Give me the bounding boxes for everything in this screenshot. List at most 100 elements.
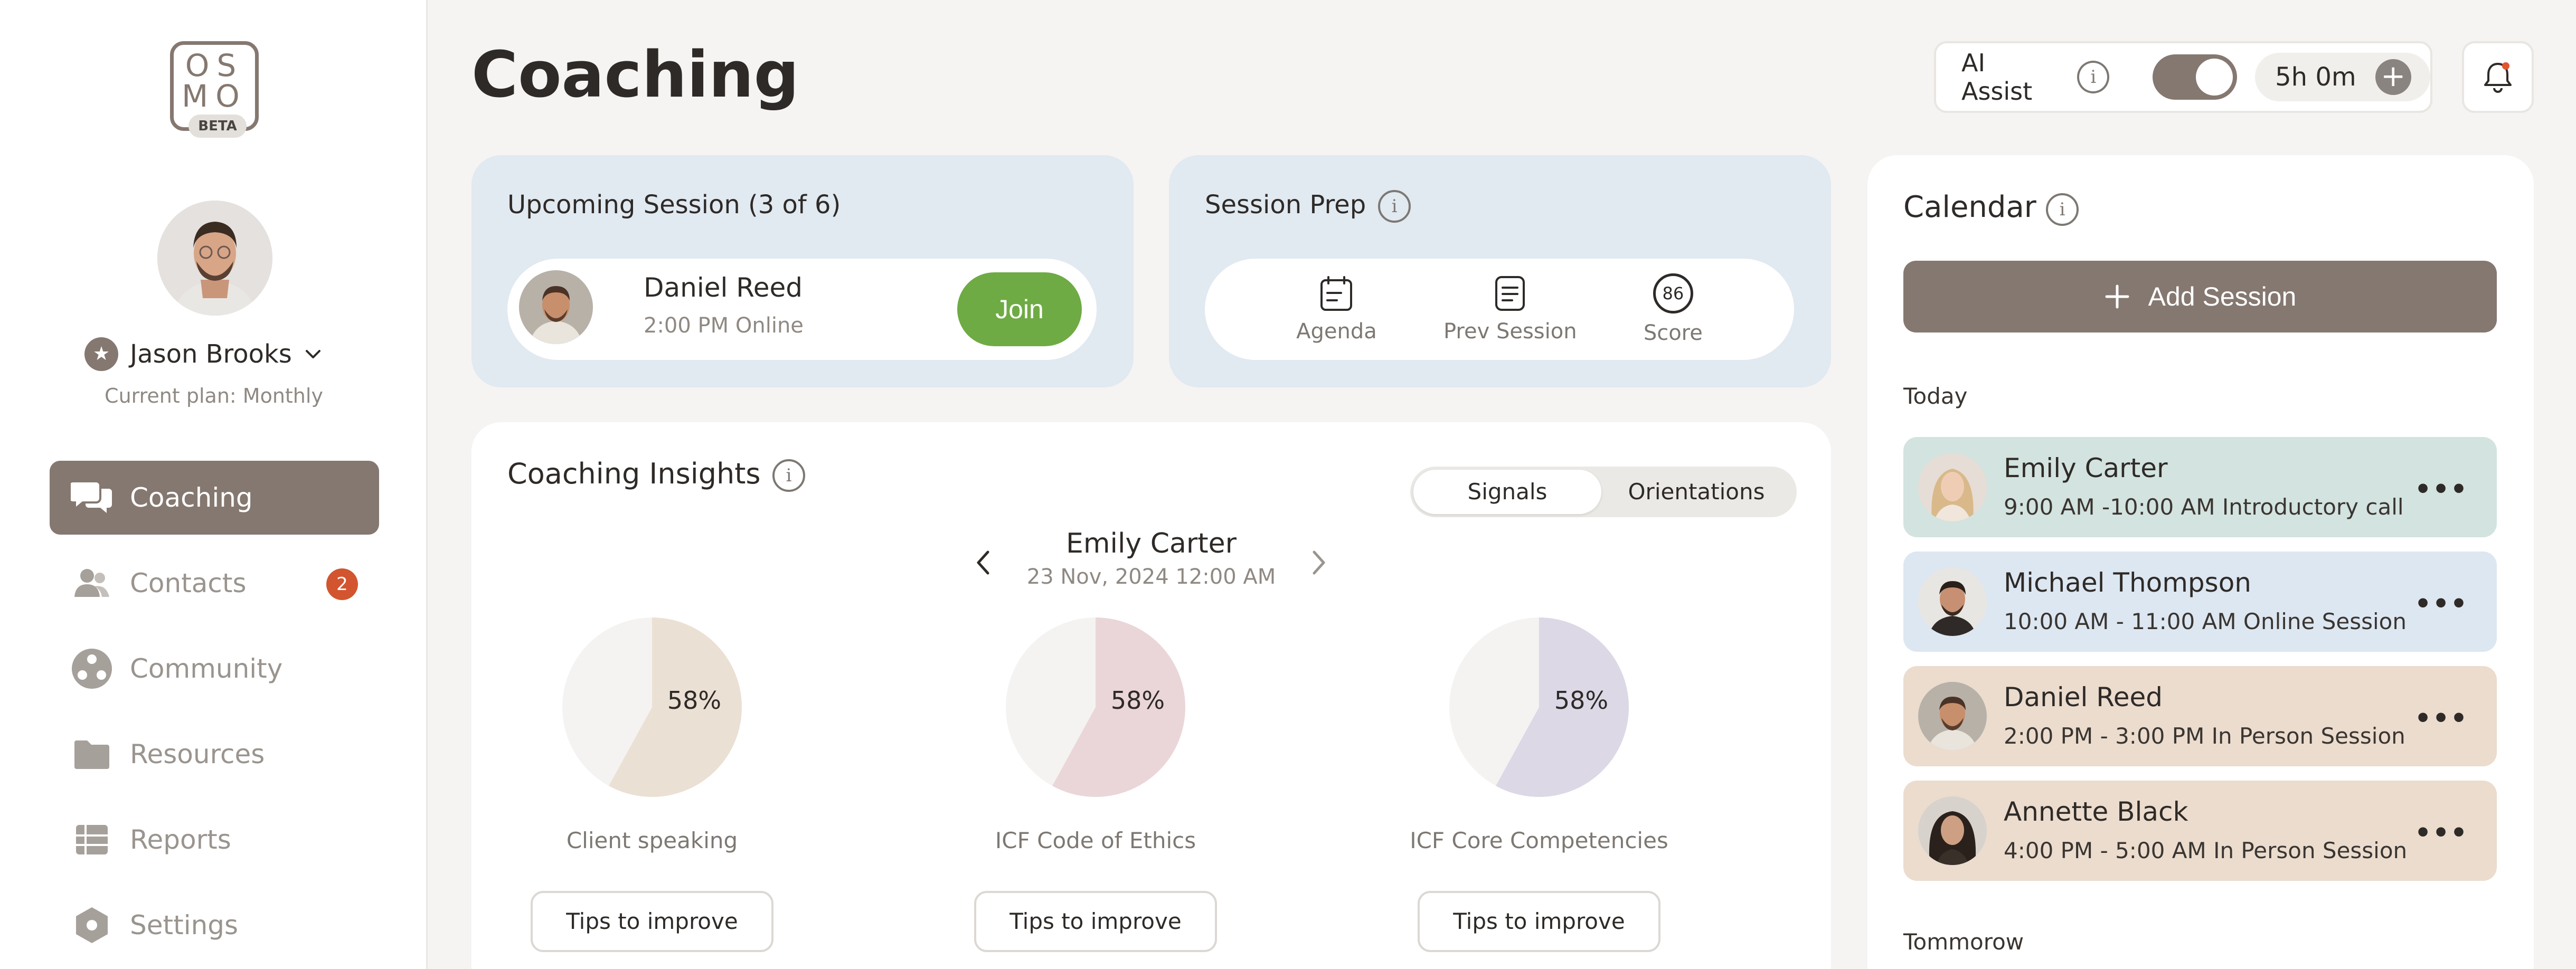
sidebar-item-coaching[interactable]: Coaching (50, 461, 379, 535)
pie-label: ICF Core Competencies (1410, 828, 1668, 853)
calendar-event[interactable]: Annette Black 4:00 PM - 5:00 AM In Perso… (1903, 781, 2497, 881)
pie-chart (562, 618, 742, 797)
pie-chart (1449, 618, 1629, 797)
pie-chart (1006, 618, 1185, 797)
calendar-card: Calendar i Add Session Today Emily Carte… (1867, 155, 2534, 969)
event-avatar (1918, 567, 1987, 636)
sidebar-item-reports[interactable]: Reports (50, 803, 379, 877)
insights-tab-switch: Signals Orientations (1410, 467, 1797, 517)
agenda-button[interactable]: Agenda (1296, 275, 1377, 344)
pie-chart-icf-competencies: 58% ICF Core Competencies Tips to improv… (1360, 618, 1719, 969)
info-icon[interactable]: i (2046, 193, 2079, 226)
sidebar-item-contacts[interactable]: Contacts 2 (50, 546, 379, 620)
time-remaining-value: 5h 0m (2275, 62, 2356, 92)
session-time: 2:00 PM Online (644, 314, 804, 338)
tomorrow-heading: Tommorow (1903, 929, 2024, 955)
event-avatar (1918, 682, 1987, 750)
client-avatar (519, 270, 593, 344)
contacts-icon (71, 562, 113, 604)
more-options-icon[interactable]: ••• (2414, 474, 2468, 505)
event-detail: 10:00 AM - 11:00 AM Online Session (2004, 609, 2407, 634)
coaching-insights-card: Coaching Insights i Signals Orientations… (471, 422, 1831, 969)
score-value: 86 (1653, 273, 1693, 314)
event-name: Michael Thompson (2004, 567, 2251, 598)
toggle-knob (2196, 59, 2233, 96)
user-name: Jason Brooks (130, 339, 292, 369)
pie-percent: 58% (1110, 686, 1165, 715)
tab-signals[interactable]: Signals (1413, 470, 1601, 514)
event-name: Annette Black (2004, 796, 2188, 827)
bell-icon (2484, 62, 2512, 93)
selected-client-name: Emily Carter (1065, 528, 1237, 559)
prev-session-button[interactable]: Prev Session (1443, 275, 1577, 344)
star-icon: ★ (84, 337, 118, 371)
chevron-left-icon[interactable] (973, 547, 994, 578)
calendar-event[interactable]: Michael Thompson 10:00 AM - 11:00 AM Onl… (1903, 552, 2497, 652)
calendar-event[interactable]: Emily Carter 9:00 AM -10:00 AM Introduct… (1903, 437, 2497, 537)
reports-icon (71, 819, 113, 861)
tab-orientations[interactable]: Orientations (1628, 479, 1765, 505)
upcoming-session-card: Upcoming Session (3 of 6) Daniel Reed 2:… (471, 155, 1134, 387)
add-session-button[interactable]: Add Session (1903, 261, 2497, 332)
event-name: Daniel Reed (2004, 682, 2163, 712)
client-selector: Emily Carter 23 Nov, 2024 12:00 AM (471, 528, 1831, 596)
sidebar-item-settings[interactable]: Settings (50, 888, 379, 962)
add-time-button[interactable]: + (2375, 59, 2411, 95)
user-avatar[interactable] (157, 201, 272, 316)
session-prep-actions: Agenda Prev Session 86 Score (1205, 259, 1794, 360)
coaching-icon (71, 477, 113, 519)
beta-badge: BETA (188, 115, 247, 138)
coaching-insights-title: Coaching Insights (507, 457, 761, 490)
agenda-icon (1320, 276, 1353, 311)
user-menu[interactable]: ★ Jason Brooks (84, 336, 323, 373)
chevron-right-icon[interactable] (1308, 547, 1329, 578)
add-session-label: Add Session (2148, 282, 2297, 311)
tips-to-improve-button[interactable]: Tips to improve (531, 891, 773, 952)
info-icon[interactable]: i (1378, 190, 1411, 223)
session-prep-title: Session Prep (1205, 190, 1366, 220)
tips-to-improve-button[interactable]: Tips to improve (1418, 891, 1660, 952)
sidebar: OS MO BETA ★ Jason Brooks Current plan: M… (0, 0, 428, 969)
ai-assist-toggle[interactable] (2153, 54, 2238, 100)
tips-to-improve-button[interactable]: Tips to improve (974, 891, 1217, 952)
event-avatar (1918, 796, 1987, 865)
notifications-button[interactable] (2462, 41, 2534, 113)
ai-assist-panel: AI Assist i 5h 0m + (1934, 41, 2432, 113)
join-button[interactable]: Join (957, 272, 1082, 346)
pie-chart-icf-ethics: 58% ICF Code of Ethics Tips to improve (916, 618, 1275, 969)
event-avatar (1918, 453, 1987, 521)
pie-slice-value (1496, 618, 1629, 797)
more-options-icon[interactable]: ••• (2414, 703, 2468, 734)
info-icon[interactable]: i (2077, 61, 2110, 93)
sidebar-nav: Coaching Contacts 2 Community Resources (50, 461, 379, 969)
info-icon[interactable]: i (772, 459, 805, 492)
prev-session-label: Prev Session (1443, 319, 1577, 344)
event-detail: 4:00 PM - 5:00 AM In Person Session (2004, 838, 2408, 863)
upcoming-session-item[interactable]: Daniel Reed 2:00 PM Online Join (507, 259, 1097, 360)
calendar-event[interactable]: Daniel Reed 2:00 PM - 3:00 PM In Person … (1903, 666, 2497, 766)
contacts-badge: 2 (326, 568, 358, 600)
more-options-icon[interactable]: ••• (2414, 588, 2468, 619)
plus-icon (2105, 284, 2129, 309)
sidebar-item-resources[interactable]: Resources (50, 717, 379, 791)
time-remaining: 5h 0m + (2255, 53, 2430, 101)
more-options-icon[interactable]: ••• (2414, 818, 2468, 848)
logo-text: OS MO (182, 48, 247, 114)
osmo-logo[interactable]: OS MO BETA (170, 41, 259, 138)
event-detail: 2:00 PM - 3:00 PM In Person Session (2004, 723, 2405, 749)
sidebar-item-label: Reports (130, 824, 231, 855)
pie-percent: 58% (1554, 686, 1609, 715)
settings-icon (71, 904, 113, 946)
pie-slice-value (1052, 618, 1185, 797)
event-name: Emily Carter (2004, 453, 2168, 483)
today-heading: Today (1903, 383, 1968, 409)
folder-icon (71, 733, 113, 775)
agenda-label: Agenda (1296, 319, 1377, 344)
selected-session-date: 23 Nov, 2024 12:00 AM (1026, 565, 1276, 589)
sidebar-item-community[interactable]: Community (50, 632, 379, 706)
calendar-title: Calendar (1903, 190, 2036, 224)
pie-percent: 58% (667, 686, 722, 715)
pie-slice-value (609, 618, 742, 797)
pie-label: ICF Code of Ethics (995, 828, 1196, 853)
score-button[interactable]: 86 Score (1644, 273, 1703, 345)
